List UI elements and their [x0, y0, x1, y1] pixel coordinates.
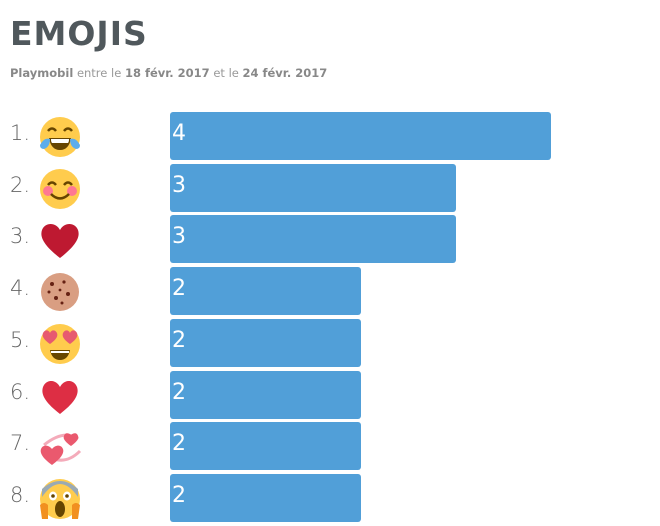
bar-value-label: 2 — [172, 328, 186, 353]
red-heart-icon — [38, 218, 82, 262]
bar-value-label: 2 — [172, 276, 186, 301]
rank-label: 7. — [10, 431, 31, 455]
rank-label: 6. — [10, 380, 31, 404]
rank-label: 4. — [10, 276, 31, 300]
bar: 2 — [170, 474, 361, 522]
rank-label: 3. — [10, 224, 31, 248]
subtitle-text: entre le — [76, 66, 122, 80]
bar: 2 — [170, 319, 361, 367]
brand-name: Playmobil — [10, 66, 74, 80]
face-with-tears-of-joy-icon — [38, 115, 82, 159]
bar: 2 — [170, 267, 361, 315]
chart-row: 5. 2 — [0, 319, 660, 367]
bar-value-label: 2 — [172, 431, 186, 456]
chart-row: 4. 2 — [0, 267, 660, 315]
bar-value-label: 3 — [172, 224, 186, 249]
start-date: 18 févr. 2017 — [124, 66, 210, 80]
bar: 3 — [170, 215, 456, 263]
chart-row: 3. 3 — [0, 215, 660, 263]
face-screaming-in-fear-icon — [38, 477, 82, 521]
bar-value-label: 2 — [172, 380, 186, 405]
cookie-icon — [38, 270, 82, 314]
chart-row: 7. 2 — [0, 422, 660, 470]
bar-value-label: 4 — [172, 121, 186, 146]
end-date: 24 févr. 2017 — [242, 66, 328, 80]
subtitle-text: et le — [213, 66, 239, 80]
bar: 3 — [170, 164, 456, 212]
heart-suit-icon — [38, 374, 82, 418]
page-title: EMOJIS — [10, 14, 148, 53]
smiling-face-with-heart-eyes-icon — [38, 322, 82, 366]
bar: 2 — [170, 371, 361, 419]
bar-value-label: 2 — [172, 483, 186, 508]
smiling-face-with-smiling-eyes-icon — [38, 167, 82, 211]
chart-row: 1. 4 — [0, 112, 660, 160]
rank-label: 8. — [10, 483, 31, 507]
rank-label: 1. — [10, 121, 31, 145]
chart-row: 8. 2 — [0, 474, 660, 522]
rank-label: 2. — [10, 173, 31, 197]
revolving-hearts-icon — [38, 425, 82, 469]
bar: 4 — [170, 112, 551, 160]
bar-value-label: 3 — [172, 173, 186, 198]
chart-row: 2. 3 — [0, 164, 660, 212]
rank-label: 5. — [10, 328, 31, 352]
subtitle: Playmobil entre le 18 févr. 2017 et le 2… — [10, 66, 327, 80]
chart-row: 6. 2 — [0, 371, 660, 419]
bar: 2 — [170, 422, 361, 470]
